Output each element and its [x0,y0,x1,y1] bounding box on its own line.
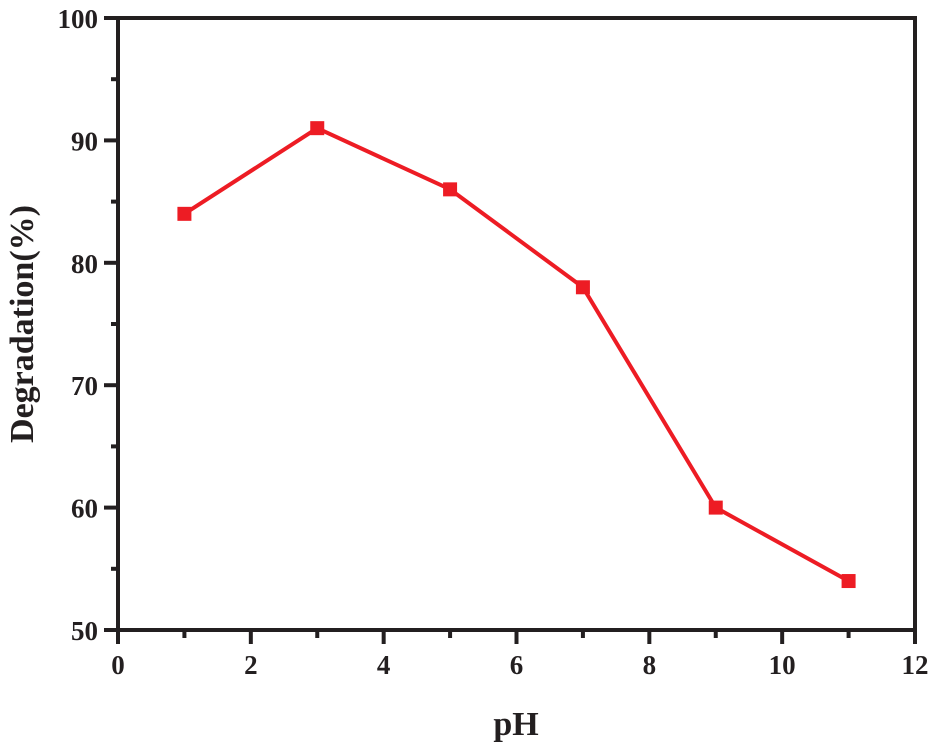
y-tick-label: 70 [71,371,98,401]
y-tick-label: 100 [58,4,99,34]
x-axis-ticks: 0 2 4 6 8 10 12 [111,630,929,680]
square-marker [443,182,458,197]
x-tick-label: 12 [902,650,929,680]
x-tick-label: 0 [111,650,125,680]
x-tick-label: 6 [510,650,524,680]
data-series [177,121,856,589]
x-tick-label: 8 [643,650,657,680]
y-axis-ticks: 50 60 70 80 90 100 [58,4,118,646]
x-tick-label: 4 [377,650,391,680]
square-marker [575,280,590,295]
y-tick-label: 80 [71,249,98,279]
x-axis-title: pH [493,706,538,743]
series-line [183,126,850,583]
y-tick-label: 90 [71,126,98,156]
square-marker [310,121,325,136]
x-tick-label: 2 [244,650,258,680]
square-marker [177,206,192,221]
square-marker [708,500,723,515]
square-marker [841,574,856,589]
y-tick-label: 60 [71,494,98,524]
y-tick-label: 50 [71,616,98,646]
y-axis-title: Degradation(%) [4,205,41,443]
plot-frame [116,16,917,632]
plot-border [116,16,917,632]
x-tick-label: 10 [769,650,796,680]
